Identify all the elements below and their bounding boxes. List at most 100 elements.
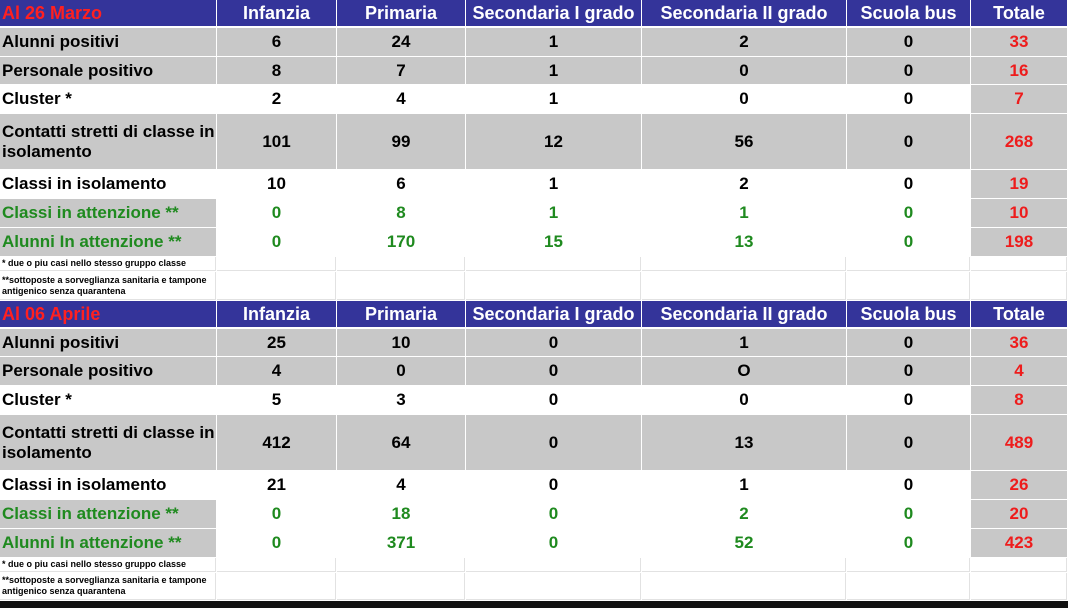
empty-cell xyxy=(847,257,970,271)
cell-value: 170 xyxy=(386,232,416,251)
cell-value: 19 xyxy=(971,170,1067,198)
row-label: Alunni positivi xyxy=(0,329,216,356)
cell-value: 56 xyxy=(642,114,846,169)
cell-value: 16 xyxy=(971,57,1067,84)
empty-cell xyxy=(466,257,641,271)
cell-value: 0 xyxy=(271,504,282,523)
cell-value: 10 xyxy=(267,174,286,193)
cell-value: 0 xyxy=(548,504,559,523)
cell-value: 0 xyxy=(847,114,970,169)
cell-value: 99 xyxy=(337,114,465,169)
column-header: Scuola bus xyxy=(847,301,970,327)
cell-value: 0 xyxy=(847,57,970,84)
empty-cell xyxy=(847,573,970,600)
cell-value: 0 xyxy=(271,232,282,251)
row-label: Classi in attenzione ** xyxy=(0,500,216,528)
empty-cell xyxy=(642,573,846,600)
column-header: Secondaria II grado xyxy=(642,0,846,26)
row-label: Cluster * xyxy=(2,390,72,409)
column-header: Infanzia xyxy=(217,301,336,327)
cell-value: 198 xyxy=(971,228,1067,256)
cell-value: 1 xyxy=(466,28,641,56)
cell-value: 0 xyxy=(847,357,970,385)
cell-value: 25 xyxy=(217,329,336,356)
cell-value: 0 xyxy=(548,390,559,409)
cell-value: 0 xyxy=(466,415,641,470)
cell-value: 0 xyxy=(847,329,970,356)
cell-value: 13 xyxy=(642,415,846,470)
column-header: Secondaria II grado xyxy=(642,301,846,327)
cell-value: 2 xyxy=(271,89,282,108)
cell-value: 2 xyxy=(642,28,846,56)
empty-cell xyxy=(337,272,465,300)
empty-cell xyxy=(642,272,846,300)
cell-value: 0 xyxy=(903,89,914,108)
cell-value: 0 xyxy=(739,390,749,409)
empty-cell xyxy=(217,272,336,300)
table-date: Al 26 Marzo xyxy=(0,0,216,26)
cell-value: 24 xyxy=(337,28,465,56)
cell-value: 12 xyxy=(466,114,641,169)
row-label: Alunni positivi xyxy=(0,28,216,56)
cell-value: 64 xyxy=(337,415,465,470)
empty-cell xyxy=(337,558,465,572)
cell-value: 1 xyxy=(548,174,559,193)
cell-value: 7 xyxy=(337,57,465,84)
cell-value: 0 xyxy=(466,357,641,385)
cell-value: 15 xyxy=(544,232,563,251)
cell-value: 2 xyxy=(739,174,749,193)
column-header: Primaria xyxy=(337,301,465,327)
empty-cell xyxy=(217,558,336,572)
footnote: * due o piu casi nello stesso gruppo cla… xyxy=(0,558,216,572)
cell-value: 0 xyxy=(903,533,914,552)
cell-value: 0 xyxy=(271,533,282,552)
row-label: Alunni In attenzione ** xyxy=(0,228,216,256)
cell-value: 33 xyxy=(971,28,1067,56)
cell-value: 7 xyxy=(971,85,1067,113)
cell-value: 6 xyxy=(217,28,336,56)
cell-value: 1 xyxy=(739,203,749,222)
cell-value: 0 xyxy=(847,28,970,56)
cell-value: 489 xyxy=(971,415,1067,470)
cell-value: 0 xyxy=(903,203,914,222)
empty-cell xyxy=(847,558,970,572)
empty-cell xyxy=(847,272,970,300)
cell-value: 4 xyxy=(971,357,1067,385)
cell-value: 10 xyxy=(337,329,465,356)
empty-cell xyxy=(337,257,465,271)
cell-value: 0 xyxy=(903,504,914,523)
empty-cell xyxy=(971,558,1067,572)
cell-value: 101 xyxy=(217,114,336,169)
cell-value: 8 xyxy=(217,57,336,84)
cell-value: 8 xyxy=(396,203,406,222)
cell-value: 0 xyxy=(642,57,846,84)
cell-value: 5 xyxy=(271,390,282,409)
cell-value: 371 xyxy=(386,533,416,552)
cell-value: 1 xyxy=(466,57,641,84)
footnote: **sottoposte a sorveglianza sanitaria e … xyxy=(0,272,216,300)
empty-cell xyxy=(217,573,336,600)
empty-cell xyxy=(466,272,641,300)
cell-value: 4 xyxy=(217,357,336,385)
cell-value: 2 xyxy=(739,504,749,523)
empty-cell xyxy=(466,558,641,572)
cell-value: 36 xyxy=(971,329,1067,356)
column-header: Infanzia xyxy=(217,0,336,26)
cell-value: 0 xyxy=(847,415,970,470)
row-label: Classi in attenzione ** xyxy=(0,199,216,227)
footnote: **sottoposte a sorveglianza sanitaria e … xyxy=(0,573,216,600)
row-label: Alunni In attenzione ** xyxy=(0,529,216,557)
cell-value: 13 xyxy=(734,232,754,251)
cell-value: 0 xyxy=(903,232,914,251)
row-label: Personale positivo xyxy=(0,57,216,84)
cell-value: 0 xyxy=(739,89,749,108)
cell-value: 52 xyxy=(734,533,754,552)
cell-value: 26 xyxy=(971,471,1067,499)
empty-cell xyxy=(337,573,465,600)
cell-value: 18 xyxy=(391,504,411,523)
row-label: Classi in isolamento xyxy=(2,174,167,193)
cell-value: 423 xyxy=(971,529,1067,557)
row-label: Cluster * xyxy=(2,89,72,108)
table-date: Al 06 Aprile xyxy=(0,301,216,327)
